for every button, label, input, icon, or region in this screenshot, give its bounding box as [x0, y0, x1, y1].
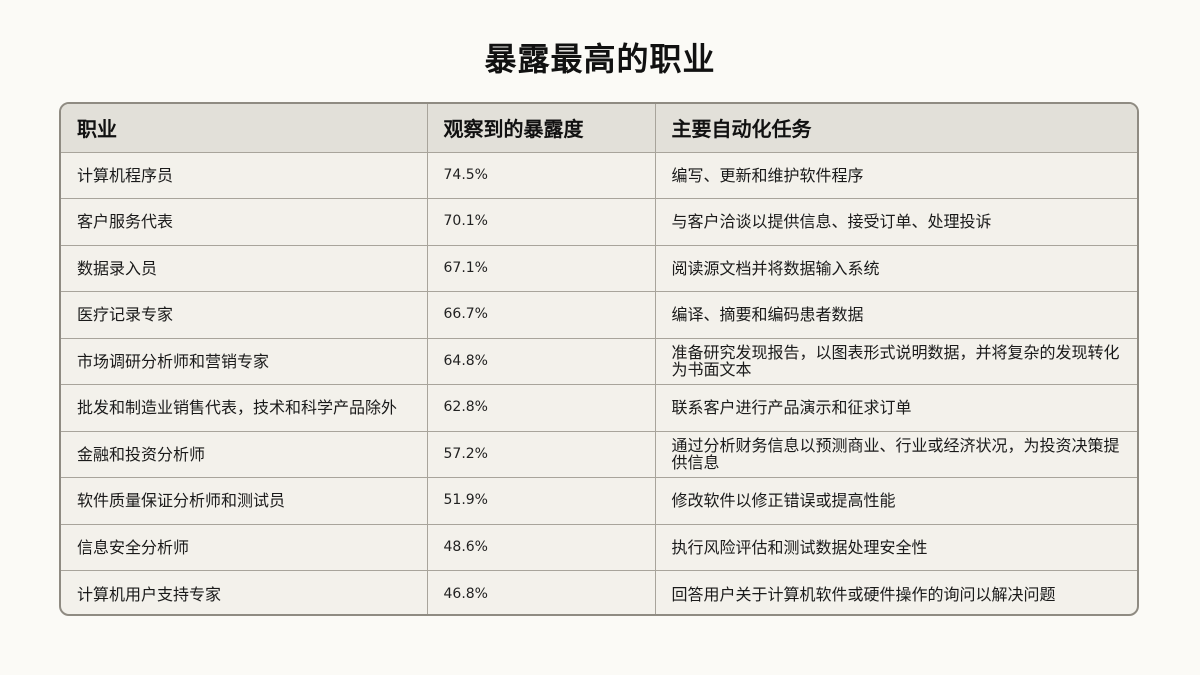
occupation-cell: 计算机用户支持专家: [61, 570, 428, 614]
occupation-cell: 客户服务代表: [61, 198, 428, 246]
table-row: 金融和投资分析师 57.2% 通过分析财务信息以预测商业、行业或经济状况，为投资…: [61, 431, 1137, 478]
table-row: 信息安全分析师 48.6% 执行风险评估和测试数据处理安全性: [61, 524, 1137, 571]
page-title: 暴露最高的职业: [484, 40, 716, 78]
occupation-cell: 计算机程序员: [61, 152, 428, 199]
column-header-tasks: 主要自动化任务: [655, 104, 1137, 153]
tasks-cell: 阅读源文档并将数据输入系统: [655, 245, 1137, 292]
column-header-exposure: 观察到的暴露度: [427, 104, 656, 153]
exposure-cell: 51.9%: [427, 477, 656, 525]
tasks-cell: 与客户洽谈以提供信息、接受订单、处理投诉: [655, 198, 1137, 246]
tasks-cell: 回答用户关于计算机软件或硬件操作的询问以解决问题: [671, 584, 1056, 604]
table-row: 批发和制造业销售代表，技术和科学产品除外 62.8% 联系客户进行产品演示和征求…: [61, 384, 1137, 432]
tasks-cell: 联系客户进行产品演示和征求订单: [655, 384, 1137, 432]
table-header-row: 职业 观察到的暴露度 主要自动化任务: [61, 104, 1137, 153]
exposure-cell: 70.1%: [427, 198, 656, 246]
occupation-cell: 信息安全分析师: [61, 524, 428, 571]
exposure-cell: 57.2%: [427, 431, 656, 478]
table-row: 计算机程序员 74.5% 编写、更新和维护软件程序: [61, 152, 1137, 199]
table-row: 医疗记录专家 66.7% 编译、摘要和编码患者数据: [61, 291, 1137, 339]
exposure-cell: 66.7%: [427, 291, 656, 339]
exposure-cell: 48.6%: [427, 524, 656, 571]
exposure-cell: 46.8%: [427, 570, 656, 614]
exposure-cell: 74.5%: [427, 152, 656, 199]
table-row: 数据录入员 67.1% 阅读源文档并将数据输入系统: [61, 245, 1137, 292]
occupation-table: 职业 观察到的暴露度 主要自动化任务 计算机程序员 74.5% 编写、更新和维护…: [61, 104, 1137, 614]
tasks-cell: 准备研究发现报告，以图表形式说明数据，并将复杂的发现转化为书面文本: [655, 338, 1137, 385]
occupation-cell: 市场调研分析师和营销专家: [61, 338, 428, 385]
occupation-cell: 医疗记录专家: [61, 291, 428, 339]
exposure-cell: 64.8%: [427, 338, 656, 385]
column-header-occupation: 职业: [61, 104, 428, 153]
table-row: 软件质量保证分析师和测试员 51.9% 修改软件以修正错误或提高性能: [61, 477, 1137, 525]
tasks-cell: 修改软件以修正错误或提高性能: [655, 477, 1137, 525]
exposure-cell: 62.8%: [427, 384, 656, 432]
table-row: 客户服务代表 70.1% 与客户洽谈以提供信息、接受订单、处理投诉: [61, 198, 1137, 246]
table-row: 计算机用户支持专家 46.8% 回答用户关于计算机软件或硬件操作的询问以解决问题: [61, 570, 1137, 614]
tasks-cell: 执行风险评估和测试数据处理安全性: [655, 524, 1137, 571]
table-row: 市场调研分析师和营销专家 64.8% 准备研究发现报告，以图表形式说明数据，并将…: [61, 338, 1137, 385]
occupation-cell: 软件质量保证分析师和测试员: [61, 477, 428, 525]
occupation-table-container: 职业 观察到的暴露度 主要自动化任务 计算机程序员 74.5% 编写、更新和维护…: [59, 102, 1139, 616]
tasks-cell: 编译、摘要和编码患者数据: [655, 291, 1137, 339]
occupation-cell: 数据录入员: [61, 245, 428, 292]
tasks-cell: 通过分析财务信息以预测商业、行业或经济状况，为投资决策提供信息: [655, 431, 1137, 478]
occupation-cell: 金融和投资分析师: [61, 431, 428, 478]
exposure-cell: 67.1%: [427, 245, 656, 292]
tasks-cell: 编写、更新和维护软件程序: [655, 152, 1137, 199]
occupation-cell: 批发和制造业销售代表，技术和科学产品除外: [61, 384, 428, 432]
